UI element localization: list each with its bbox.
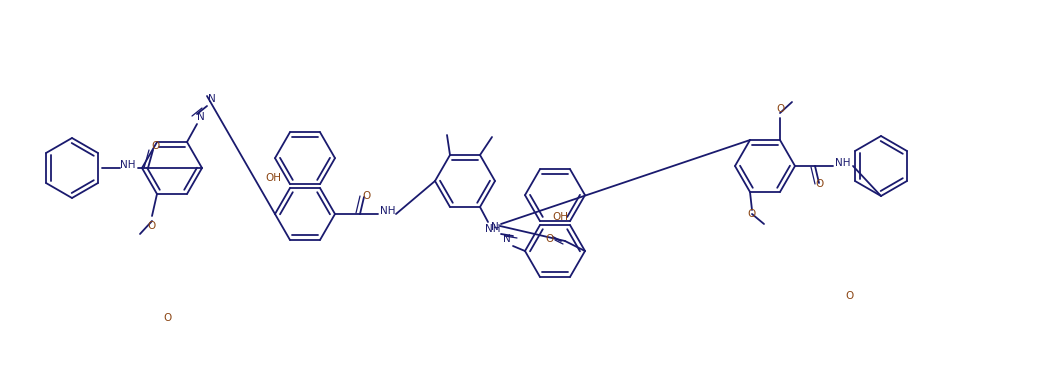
Text: O: O — [363, 191, 371, 201]
Text: NH: NH — [836, 158, 850, 168]
Text: N: N — [503, 234, 510, 244]
Text: N: N — [492, 222, 499, 232]
Text: O: O — [546, 234, 554, 244]
Text: OH: OH — [265, 173, 281, 183]
Text: O: O — [147, 221, 156, 231]
Text: O: O — [152, 141, 160, 151]
Text: O: O — [164, 313, 173, 323]
Text: NH: NH — [120, 160, 136, 170]
Text: OH: OH — [552, 212, 568, 222]
Text: NH: NH — [381, 206, 395, 216]
Text: N: N — [208, 94, 215, 104]
Text: N: N — [197, 112, 205, 122]
Text: O: O — [815, 179, 823, 189]
Text: NH: NH — [485, 224, 501, 234]
Text: O: O — [748, 209, 756, 219]
Text: O: O — [776, 104, 784, 114]
Text: O: O — [846, 291, 855, 301]
